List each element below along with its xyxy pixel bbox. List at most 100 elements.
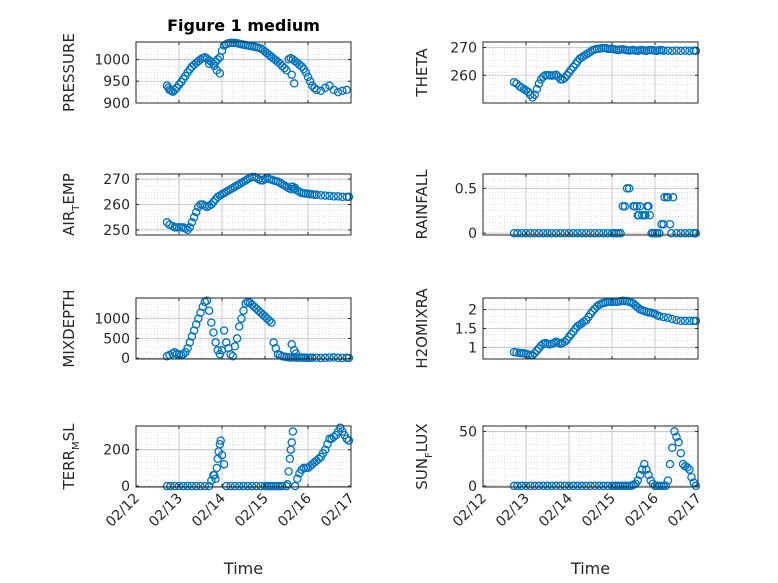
- data-point: [526, 481, 535, 491]
- data-point: [187, 218, 197, 227]
- subplot-terr_msl: 0 200 TERRMSL 02/12 02/13 02/14 02/15 02/16 02/1…: [60, 423, 358, 578]
- axes-box: [482, 173, 699, 236]
- data-point: [342, 434, 351, 443]
- data-point: [543, 481, 552, 491]
- data-point: [291, 349, 301, 358]
- data-point: [532, 84, 542, 94]
- data-point: [551, 481, 561, 491]
- data-point: [215, 439, 225, 449]
- data-point: [287, 182, 296, 191]
- data-point: [577, 228, 587, 238]
- data-point: [632, 202, 642, 211]
- data-point: [616, 228, 625, 238]
- data-point: [320, 445, 330, 454]
- data-point: [526, 228, 535, 238]
- y-tick-label: 1: [468, 341, 477, 357]
- data-point: [183, 481, 192, 491]
- data-point: [564, 228, 574, 238]
- data-point: [187, 481, 197, 491]
- data-point: [239, 481, 248, 491]
- data-point: [215, 69, 225, 78]
- data-point: [219, 326, 229, 335]
- axes-box: [482, 425, 699, 488]
- data-point: [212, 463, 222, 473]
- data-point: [277, 61, 287, 71]
- data-point: [659, 46, 668, 55]
- data-point: [530, 481, 539, 491]
- data-point: [644, 470, 653, 480]
- data-point: [603, 228, 612, 238]
- data-point: [672, 228, 681, 238]
- data-point: [534, 228, 544, 238]
- data-point: [685, 46, 694, 56]
- y-tick-label: 260: [450, 68, 477, 84]
- data-point: [530, 349, 539, 358]
- data-point: [691, 316, 701, 326]
- data-point: [213, 55, 222, 64]
- data-point: [228, 183, 238, 193]
- data-point: [287, 70, 296, 79]
- data-point: [204, 59, 214, 69]
- data-point: [287, 438, 296, 447]
- data-point: [329, 432, 339, 442]
- data-point: [543, 228, 552, 238]
- data-point: [241, 176, 250, 185]
- data-point: [513, 228, 522, 238]
- y-tick-label: 1.5: [455, 322, 477, 338]
- y-tick-label: 260: [103, 198, 130, 214]
- data-point: [204, 306, 214, 315]
- data-point: [667, 314, 677, 324]
- data-point: [325, 191, 334, 201]
- data-point: [575, 54, 585, 63]
- y-tick-label: 950: [103, 74, 130, 90]
- data-point: [267, 318, 276, 327]
- data-point: [293, 474, 302, 484]
- data-point: [207, 200, 216, 209]
- data-point: [586, 481, 595, 491]
- series-markers: [509, 296, 701, 360]
- x-tick-label: 02/12: [450, 491, 490, 531]
- data-point: [560, 228, 569, 238]
- x-tick-label: 02/12: [103, 491, 143, 531]
- data-point: [282, 66, 291, 75]
- data-point: [676, 46, 686, 56]
- y-axis-label: MIXDEPTH: [60, 289, 78, 367]
- y-tick-label: 0: [121, 351, 130, 367]
- data-point: [538, 481, 548, 491]
- y-tick-label: 2: [468, 302, 477, 318]
- x-tick-label: 02/14: [536, 490, 576, 530]
- x-tick-label: 02/17: [318, 491, 358, 531]
- data-point: [243, 481, 253, 491]
- data-point: [189, 212, 199, 222]
- data-point: [204, 481, 214, 491]
- data-point: [288, 427, 298, 436]
- data-point: [588, 307, 597, 316]
- data-point: [226, 481, 235, 491]
- data-point: [308, 353, 317, 362]
- data-point: [284, 467, 293, 476]
- data-point: [569, 481, 578, 491]
- data-point: [663, 476, 673, 485]
- data-point: [532, 346, 542, 355]
- data-point: [661, 481, 671, 491]
- x-tick-label: 02/14: [189, 490, 229, 530]
- data-point: [672, 432, 681, 442]
- data-point: [530, 228, 539, 238]
- data-point: [252, 481, 261, 491]
- data-point: [521, 481, 531, 491]
- x-tick-label: 02/16: [622, 490, 662, 530]
- data-point: [329, 192, 339, 201]
- data-point: [590, 481, 600, 491]
- data-point: [209, 328, 218, 337]
- data-point: [685, 465, 694, 474]
- data-point: [166, 481, 175, 491]
- subplot-air_temp: 250 260 270 AIRTEMP: [60, 172, 354, 239]
- data-point: [663, 193, 673, 202]
- series-markers: [509, 43, 701, 102]
- y-axis-label: TERRMSL: [60, 423, 82, 491]
- data-point: [183, 225, 192, 235]
- data-point: [560, 73, 569, 83]
- y-tick-label: 0: [468, 479, 477, 495]
- data-point: [680, 46, 690, 55]
- data-point: [202, 296, 212, 306]
